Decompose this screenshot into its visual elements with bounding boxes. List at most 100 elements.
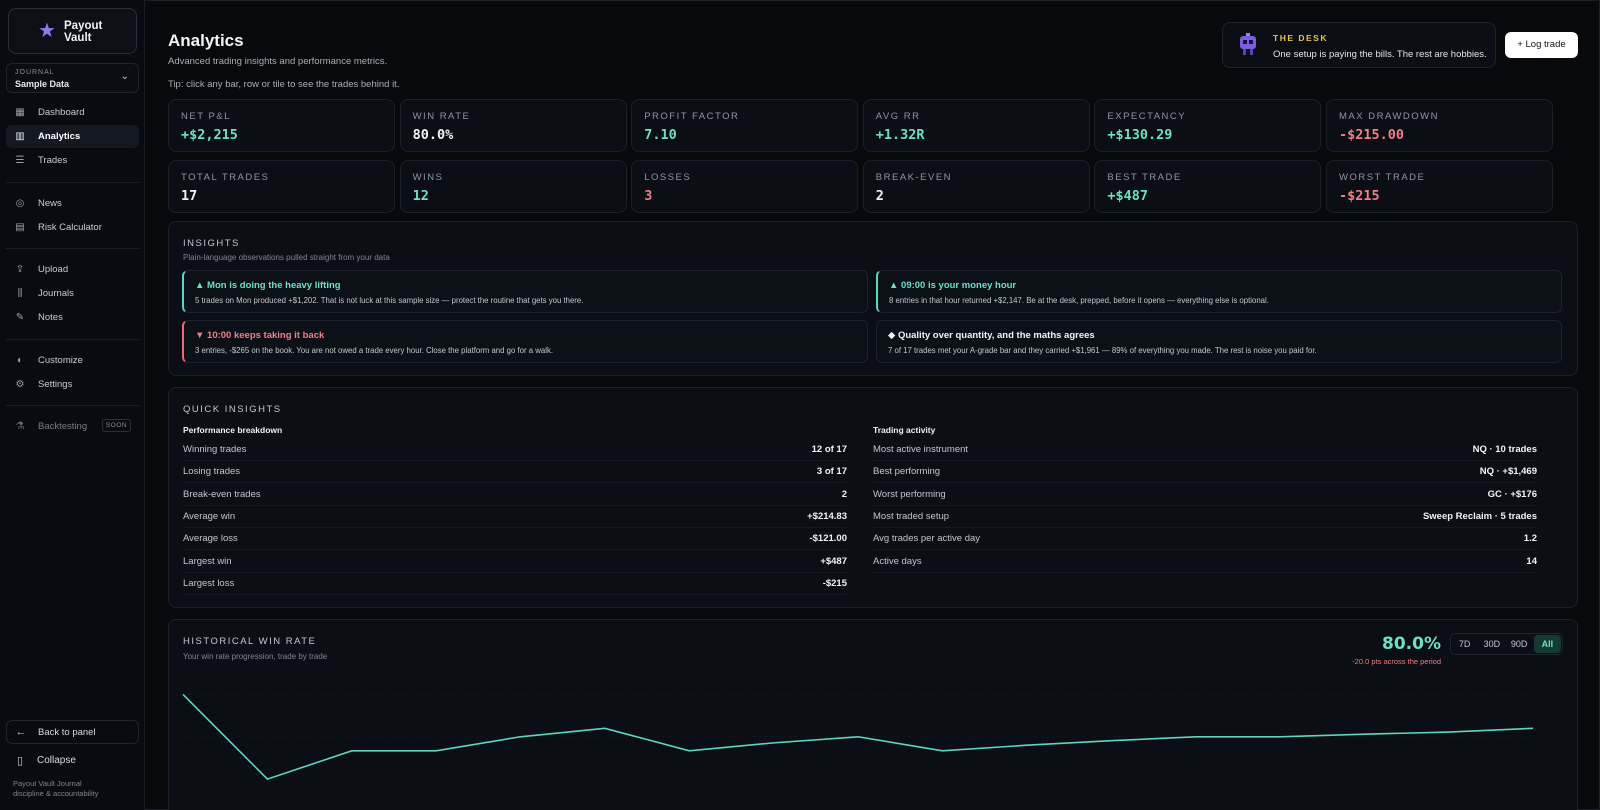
sidebar-item-risk-calculator[interactable]: ▤ Risk Calculator	[6, 216, 139, 239]
insight-body: 3 entries, -$265 on the book. You are no…	[195, 346, 554, 355]
data-point[interactable]	[515, 731, 527, 743]
robot-icon	[1240, 33, 1256, 55]
journal-value: Sample Data	[15, 79, 70, 89]
sidebar-item-notes[interactable]: ✎ Notes	[6, 306, 139, 329]
collapse-button[interactable]: ▯ Collapse	[14, 754, 76, 767]
stat-label: WIN RATE	[412, 111, 471, 122]
list-item[interactable]: Largest win +$487	[183, 551, 847, 573]
data-point[interactable]	[430, 745, 442, 757]
stat-tile[interactable]: TOTAL TRADES 17	[168, 160, 395, 213]
stat-tile[interactable]: MAX DRAWDOWN -$215.00	[1326, 99, 1553, 152]
range-option-7d[interactable]: 7D	[1458, 639, 1471, 649]
stat-tile[interactable]: WORST TRADE -$215	[1326, 160, 1553, 213]
brand-logo[interactable]: ★ Payout Vault	[8, 8, 137, 54]
sidebar-item-label: News	[38, 198, 62, 209]
data-point[interactable]	[261, 773, 273, 785]
list-item[interactable]: Active days 14	[873, 551, 1537, 573]
chevron-down-icon: ⌄	[120, 71, 129, 82]
footer-line-1: Payout Vault Journal	[13, 779, 82, 788]
row-label: Most active instrument	[873, 444, 969, 455]
gear-icon: ⚙	[15, 378, 25, 390]
sidebar-item-label: Customize	[38, 355, 83, 366]
data-point[interactable]	[683, 745, 695, 757]
stat-label: BREAK-EVEN	[875, 172, 953, 183]
data-point[interactable]	[1443, 726, 1455, 738]
stat-tile[interactable]: AVG RR +1.32R	[862, 99, 1090, 152]
brand-name: Payout Vault	[64, 20, 103, 44]
log-trade-button[interactable]: + Log trade	[1505, 32, 1578, 58]
data-point[interactable]	[768, 737, 780, 749]
sidebar-item-trades[interactable]: ☰ Trades	[6, 149, 139, 172]
data-point[interactable]	[1358, 728, 1370, 740]
stat-tile[interactable]: PROFIT FACTOR 7.10	[631, 99, 859, 152]
data-point[interactable]	[1190, 731, 1202, 743]
data-point[interactable]	[1105, 735, 1117, 747]
stat-tile[interactable]: BREAK-EVEN 2	[862, 160, 1090, 213]
range-option-90d[interactable]: 90D	[1510, 639, 1528, 649]
list-item[interactable]: Average win +$214.83	[183, 506, 847, 528]
sidebar-item-customize[interactable]: ◐ Customize	[6, 349, 139, 372]
row-label: Winning trades	[183, 444, 247, 455]
stat-tile[interactable]: WINS 12	[399, 160, 627, 213]
insight-body: 7 of 17 trades met your A-grade bar and …	[888, 346, 1317, 355]
insight-card[interactable]: ▲ Mon is doing the heavy lifting 5 trade…	[182, 270, 868, 313]
data-point[interactable]	[936, 745, 948, 757]
data-point[interactable]	[852, 731, 864, 743]
list-icon: ☰	[15, 154, 25, 166]
row-value: 2	[841, 488, 847, 500]
sidebar-item-news[interactable]: ◎ News	[6, 192, 139, 215]
insight-card[interactable]: ◆ Quality over quantity, and the maths a…	[876, 320, 1562, 363]
win-rate-line-chart[interactable]	[169, 678, 1579, 810]
range-option-30d[interactable]: 30D	[1483, 639, 1501, 649]
edit-icon: ✎	[15, 311, 25, 323]
data-point[interactable]	[1274, 731, 1286, 743]
list-item[interactable]: Most traded setup Sweep Reclaim · 5 trade…	[873, 506, 1537, 528]
data-point[interactable]	[1021, 739, 1033, 751]
sidebar-item-dashboard[interactable]: ▦ Dashboard	[6, 101, 139, 124]
row-value: 1.2	[1523, 533, 1537, 545]
back-to-panel-button[interactable]: ← Back to panel	[6, 720, 139, 744]
stat-tile[interactable]: EXPECTANCY +$130.29	[1094, 99, 1322, 152]
globe-icon: ◎	[15, 197, 25, 209]
range-selector: 7D 30D 90D All	[1450, 633, 1563, 655]
row-value: GC · +$176	[1487, 488, 1537, 500]
journal-select[interactable]: JOURNAL Sample Data ⌄	[6, 63, 139, 93]
list-item[interactable]: Largest loss -$215	[183, 573, 847, 595]
calculator-icon: ▤	[15, 221, 25, 233]
data-point[interactable]	[177, 688, 189, 700]
insight-heading: ◆ Quality over quantity, and the maths a…	[888, 330, 1095, 341]
insight-card[interactable]: ▲ 09:00 is your money hour 8 entries in …	[876, 270, 1562, 313]
list-item[interactable]: Winning trades 12 of 17	[183, 439, 847, 461]
data-point[interactable]	[346, 745, 358, 757]
win-rate-series-line	[182, 693, 1534, 780]
list-item[interactable]: Break-even trades 2	[183, 484, 847, 506]
sidebar-item-label: Analytics	[38, 131, 81, 142]
list-item[interactable]: Losing trades 3 of 17	[183, 461, 847, 484]
data-point[interactable]	[599, 722, 611, 734]
insight-card[interactable]: ▼ 10:00 keeps taking it back 3 entries, …	[182, 320, 868, 363]
books-icon: ⫼	[17, 287, 23, 299]
list-item[interactable]: Average loss -$121.00	[183, 528, 847, 551]
range-option-all[interactable]: All	[1533, 635, 1561, 653]
stat-tile[interactable]: LOSSES 3	[631, 160, 859, 213]
stat-value: 7.10	[644, 127, 677, 143]
stat-tile[interactable]: WIN RATE 80.0%	[399, 99, 627, 152]
row-value: +$487	[820, 555, 847, 567]
stat-value: +$130.29	[1107, 127, 1173, 143]
list-item[interactable]: Worst performing GC · +$176	[873, 484, 1537, 506]
row-value: 14	[1526, 555, 1537, 567]
list-item[interactable]: Avg trades per active day 1.2	[873, 528, 1537, 551]
stat-tile[interactable]: BEST TRADE +$487	[1094, 160, 1322, 213]
sidebar-item-label: Trades	[38, 155, 68, 166]
list-item[interactable]: Best performing NQ · +$1,469	[873, 461, 1537, 484]
star-icon: ★	[38, 20, 56, 42]
sidebar-item-settings[interactable]: ⚙ Settings	[6, 373, 139, 396]
row-value: -$215	[822, 577, 847, 589]
stat-tile[interactable]: NET P&L +$2,215	[168, 99, 395, 152]
sidebar-item-journals[interactable]: ⫼ Journals	[6, 282, 139, 305]
sidebar-item-upload[interactable]: ⇪ Upload	[6, 258, 139, 281]
list-item[interactable]: Most active instrument NQ · 10 trades	[873, 439, 1537, 461]
data-point[interactable]	[1527, 722, 1539, 734]
sidebar-item-analytics[interactable]: ▥ Analytics	[6, 125, 139, 148]
insight-heading: ▲ Mon is doing the heavy lifting	[195, 280, 341, 291]
